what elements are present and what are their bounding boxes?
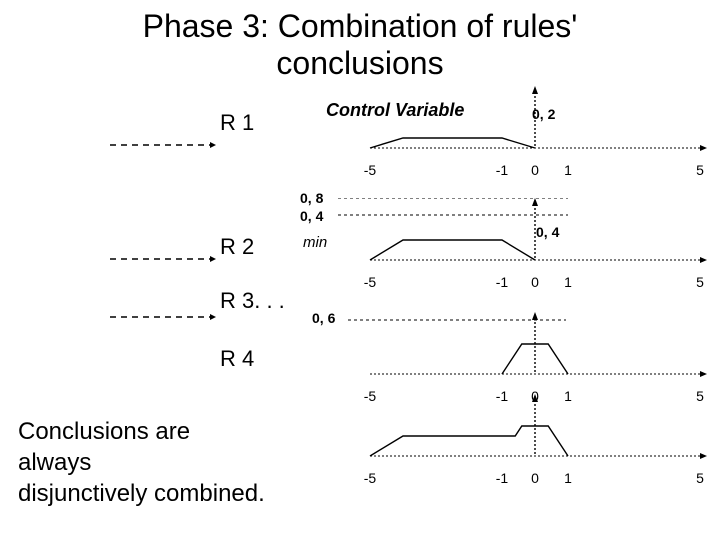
footer-text: Conclusions are always disjunctively com… — [18, 416, 265, 510]
tick-m5: -5 — [364, 388, 376, 404]
tick-z: 0 — [531, 162, 539, 178]
footer-line-2: always — [18, 449, 91, 476]
title-line-1: Phase 3: Combination of rules' — [143, 8, 578, 44]
footer-line-1: Conclusions are — [18, 418, 190, 445]
tick-p1: 1 — [564, 274, 572, 290]
tick-p1: 1 — [564, 388, 572, 404]
tick-z: 0 — [531, 470, 539, 486]
value-0-4a: 0, 4 — [300, 208, 323, 224]
rule-r3: R 3. . . — [220, 288, 285, 314]
rule-r2: R 2 — [220, 234, 254, 260]
min-label: min — [303, 234, 327, 251]
tick-z: 0 — [531, 274, 539, 290]
rule-r4: R 4 — [220, 346, 254, 372]
tick-p1: 1 — [564, 470, 572, 486]
tick-m5: -5 — [364, 162, 376, 178]
tick-p5: 5 — [696, 274, 704, 290]
tick-p1: 1 — [564, 162, 572, 178]
value-0-8: 0, 8 — [300, 190, 323, 206]
value-0-6: 0, 6 — [312, 310, 335, 326]
rule-r1-arrow — [110, 142, 216, 148]
tick-m5: -5 — [364, 470, 376, 486]
tick-p5: 5 — [696, 388, 704, 404]
plot-r4: -5-1015 — [370, 336, 710, 410]
rule-r3-arrow — [110, 314, 216, 320]
tick-p5: 5 — [696, 162, 704, 178]
footer-line-3: disjunctively combined. — [18, 480, 265, 507]
title-line-2: conclusions — [276, 45, 443, 81]
tick-m1: -1 — [496, 470, 508, 486]
tick-p5: 5 — [696, 470, 704, 486]
tick-m1: -1 — [496, 274, 508, 290]
tick-m5: -5 — [364, 274, 376, 290]
plot-r1: -5-1015 — [370, 110, 710, 184]
tick-m1: -1 — [496, 388, 508, 404]
rule-r1: R 1 — [220, 110, 254, 136]
rule-r2-arrow — [110, 256, 216, 262]
plot-combined: -5-1015 — [370, 418, 710, 492]
tick-m1: -1 — [496, 162, 508, 178]
plot-r2: -5-1015 — [370, 222, 710, 296]
